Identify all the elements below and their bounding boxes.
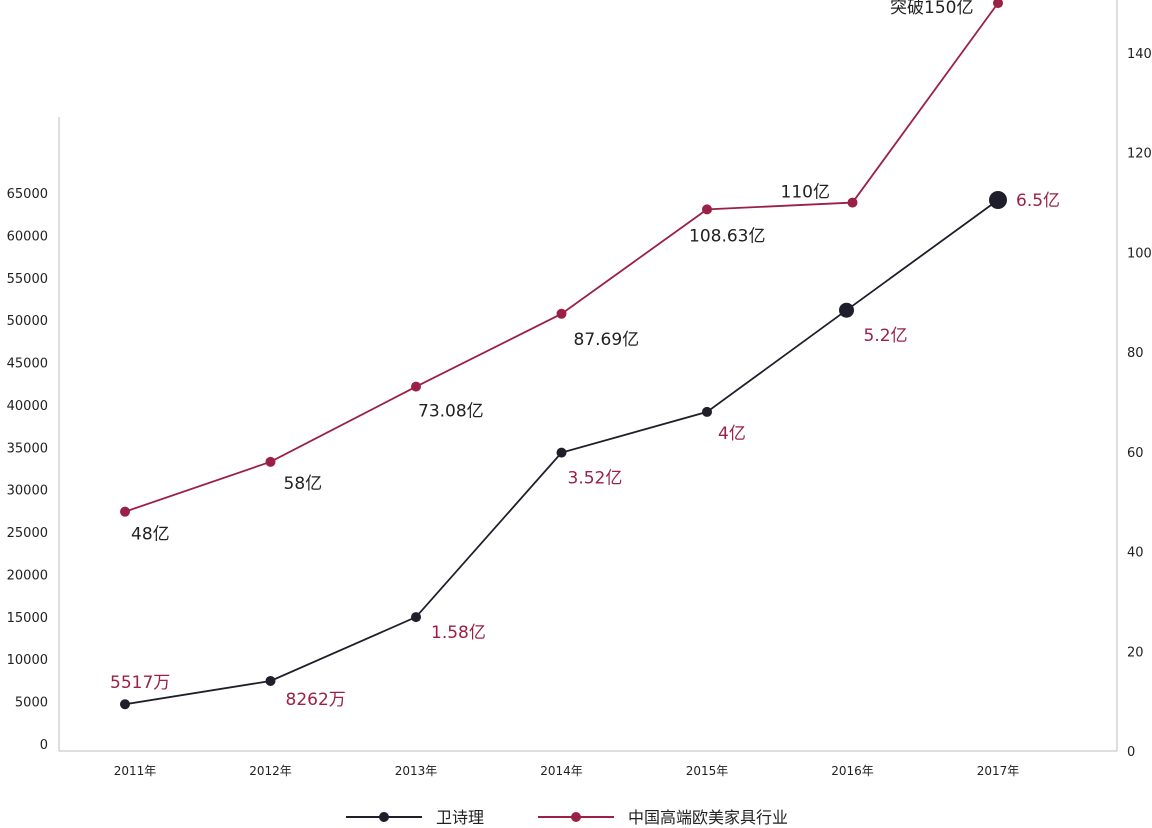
data-point [839,302,854,318]
left-tick-label: 45000 [7,357,48,372]
data-label: 5.2亿 [864,326,908,346]
data-point [265,456,276,467]
right-tick-label: 40 [1127,546,1144,561]
right-tick-label: 80 [1127,346,1144,361]
data-label: 6.5亿 [1016,191,1060,211]
x-tick-label: 2017年 [977,764,1020,778]
x-tick-label: 2015年 [686,764,729,778]
data-label: 4亿 [718,424,746,444]
left-tick-label: 15000 [7,611,48,626]
left-tick-label: 0 [40,738,48,753]
left-tick-label: 60000 [7,229,48,244]
left-tick-label: 35000 [7,441,48,456]
legend-item-2: 中国高端欧美家具行业 [538,808,788,827]
right-tick-label: 120 [1127,147,1152,162]
legend-marker-1 [379,812,389,822]
data-point [411,381,421,392]
legend-label-1: 卫诗理 [436,808,484,827]
legend-item-1: 卫诗理 [346,808,484,827]
left-tick-label: 10000 [7,653,48,668]
data-point [993,0,1003,9]
data-label: 1.58亿 [431,623,486,643]
legend-marker-2 [571,812,581,822]
legend: 卫诗理 中国高端欧美家具行业 [346,808,788,827]
data-labels: 5517万 8262万 1.58亿 3.52亿 4亿 5.2亿 6.5亿 48亿 58亿 73.0… [110,0,1060,710]
series-line-2 [124,2,999,513]
left-tick-label: 50000 [7,314,48,329]
left-tick-label: 55000 [7,272,48,287]
axes [58,0,1118,752]
data-label: 73.08亿 [418,402,484,422]
x-tick-label: 2011年 [114,764,157,778]
data-label: 87.69亿 [574,330,640,350]
left-tick-label: 65000 [7,187,48,202]
data-point [556,308,567,319]
right-axis-ticks: 0 20 40 60 80 100 120 140 [1127,47,1152,760]
x-tick-label: 2013年 [395,764,438,778]
data-point [120,699,130,710]
data-label: 58亿 [284,474,323,494]
data-label: 110亿 [781,183,830,203]
series-layer [120,0,1007,710]
data-point [411,612,421,623]
right-tick-label: 0 [1127,745,1135,760]
right-tick-label: 20 [1127,645,1144,660]
data-point [120,506,130,517]
left-tick-label: 5000 [15,696,48,711]
data-point [556,447,567,458]
right-tick-label: 60 [1127,446,1144,461]
data-point [265,675,276,686]
left-tick-label: 20000 [7,568,48,583]
x-tick-label: 2014年 [540,764,583,778]
data-label: 48亿 [131,525,170,545]
data-label: 8262万 [286,690,346,710]
left-tick-label: 25000 [7,526,48,541]
data-point [847,197,858,208]
left-tick-label: 30000 [7,484,48,499]
left-tick-label: 40000 [7,399,48,414]
left-axis-ticks: 0 5000 10000 15000 20000 25000 30000 35000 40000… [7,187,48,753]
data-label: 108.63亿 [689,226,765,246]
data-label: 突破150亿 [890,0,973,18]
right-tick-label: 140 [1127,47,1152,62]
x-tick-label: 2012年 [249,764,292,778]
data-point [702,406,712,417]
legend-label-2: 中国高端欧美家具行业 [628,808,788,827]
data-label: 3.52亿 [568,469,623,489]
x-axis-ticks: 2011年 2012年 2013年 2014年 2015年 2016年 2017年 [114,764,1020,778]
data-label: 5517万 [110,673,170,693]
data-point [702,204,712,215]
right-tick-label: 100 [1127,246,1152,261]
x-tick-label: 2016年 [831,764,874,778]
data-point [989,191,1007,209]
